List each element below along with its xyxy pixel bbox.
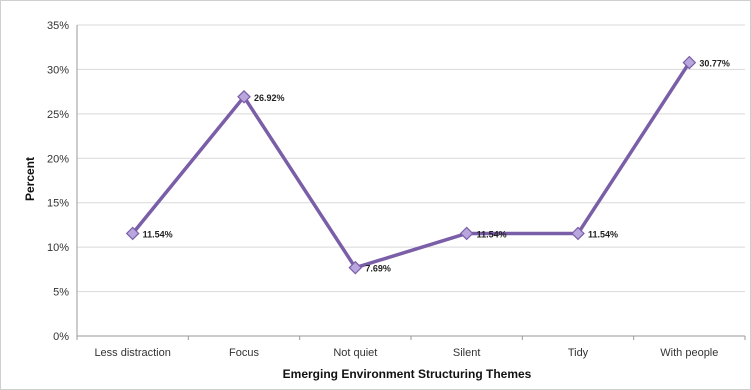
data-label: 11.54% <box>143 229 173 239</box>
data-point-marker <box>348 260 363 275</box>
data-label: 11.54% <box>477 229 507 239</box>
data-label: 30.77% <box>699 59 730 69</box>
y-axis-title: Percent <box>23 157 37 201</box>
series <box>125 55 697 275</box>
data-point-marker <box>571 226 585 241</box>
x-tick-label: Focus <box>229 347 259 359</box>
y-tick-label: 20% <box>47 153 69 165</box>
y-tick-label: 30% <box>47 64 69 76</box>
y-tick-label: 25% <box>47 109 69 121</box>
x-tick-label: Not quiet <box>333 347 377 359</box>
axes <box>76 25 746 340</box>
x-tick-labels: Less distraction Focus Not quiet Silent Tidy… <box>94 347 718 359</box>
y-tick-labels: 0% 5% 10% 15% 20% 25% 30% 35% <box>47 20 69 343</box>
data-point-marker <box>682 55 697 70</box>
y-tick-label: 35% <box>47 20 69 32</box>
data-point-marker <box>125 226 140 241</box>
x-axis-title: Emerging Environment Structuring Themes <box>283 367 532 381</box>
series-line <box>131 61 691 270</box>
gridlines <box>77 24 745 293</box>
data-point-marker <box>237 89 251 104</box>
x-tick-label: Silent <box>453 347 481 359</box>
x-tick-label: Tidy <box>568 347 589 359</box>
data-label: 11.54% <box>588 229 618 239</box>
y-tick-label: 0% <box>53 331 69 343</box>
data-point-marker <box>459 226 474 241</box>
y-tick-label: 5% <box>53 287 69 299</box>
x-tick-label: With people <box>660 347 718 359</box>
y-tick-label: 15% <box>47 198 69 210</box>
data-label: 7.69% <box>365 264 391 274</box>
data-labels: 11.54% 26.92% 7.69% 11.54% 11.54% 30.77% <box>143 59 730 274</box>
y-tick-label: 10% <box>47 242 69 254</box>
x-tick-label: Less distraction <box>94 347 170 359</box>
data-label: 26.92% <box>254 93 285 103</box>
